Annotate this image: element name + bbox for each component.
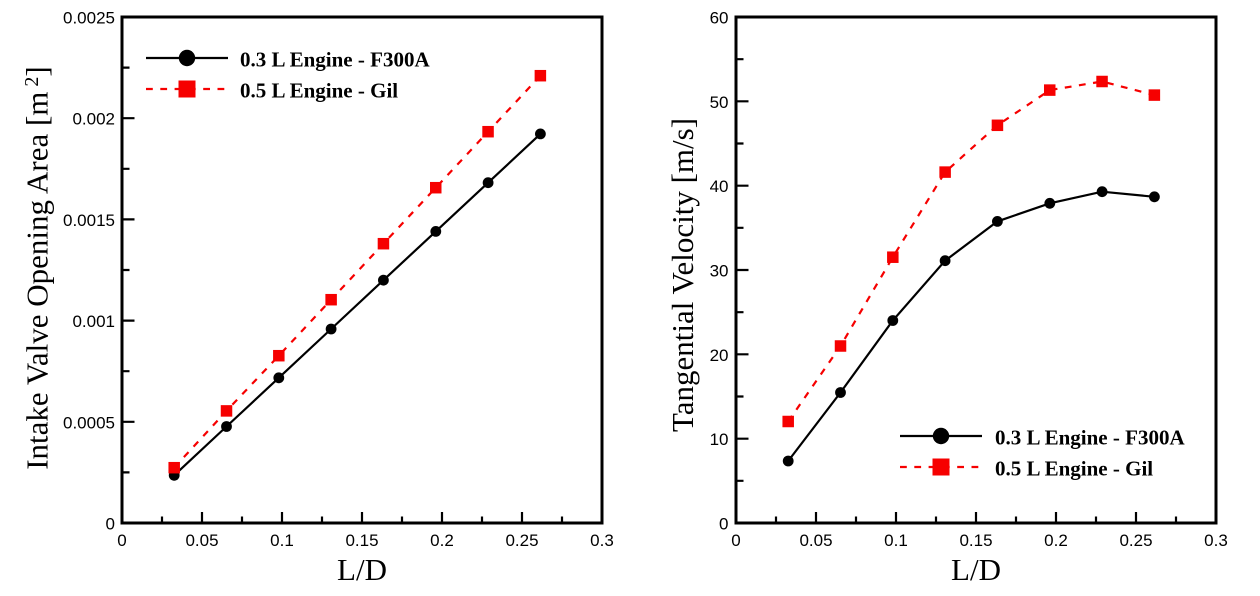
svg-text:0.0015: 0.0015 [63,211,115,230]
svg-text:0: 0 [117,531,126,550]
svg-text:L/D: L/D [951,552,1001,587]
svg-text:Tangential Velocity [m/s]: Tangential Velocity [m/s] [665,118,700,432]
svg-text:10: 10 [710,430,729,449]
svg-text:60: 60 [710,9,729,28]
svg-text:L/D: L/D [337,552,387,587]
svg-text:0.1: 0.1 [270,531,294,550]
svg-text:0: 0 [731,531,740,550]
svg-text:Intake Valve Opening Area [m 2: Intake Valve Opening Area [m 2] [20,66,55,470]
svg-text:0.3 L Engine - F300A: 0.3 L Engine - F300A [240,48,430,72]
svg-text:50: 50 [710,93,729,112]
svg-text:0.3 L Engine - F300A: 0.3 L Engine - F300A [995,426,1185,450]
svg-text:0.2: 0.2 [1044,531,1068,550]
svg-text:0.2: 0.2 [430,531,454,550]
svg-text:0.0005: 0.0005 [63,413,115,432]
svg-text:0.05: 0.05 [799,531,832,550]
svg-text:0.15: 0.15 [345,531,378,550]
svg-text:0.3: 0.3 [590,531,614,550]
svg-text:0.001: 0.001 [72,312,115,331]
svg-text:0: 0 [106,515,115,534]
svg-text:0.002: 0.002 [72,110,115,129]
svg-text:0.3: 0.3 [1204,531,1228,550]
svg-text:30: 30 [710,262,729,281]
svg-text:0.5 L Engine - Gil: 0.5 L Engine - Gil [995,457,1153,481]
svg-text:0.5 L Engine - Gil: 0.5 L Engine - Gil [240,79,398,103]
svg-text:0.25: 0.25 [505,531,538,550]
svg-text:0.1: 0.1 [884,531,908,550]
svg-text:0.15: 0.15 [959,531,992,550]
svg-text:20: 20 [710,346,729,365]
svg-text:40: 40 [710,177,729,196]
svg-text:0.0025: 0.0025 [63,9,115,28]
svg-text:0: 0 [719,515,728,534]
svg-text:0.25: 0.25 [1119,531,1152,550]
svg-text:0.05: 0.05 [185,531,218,550]
